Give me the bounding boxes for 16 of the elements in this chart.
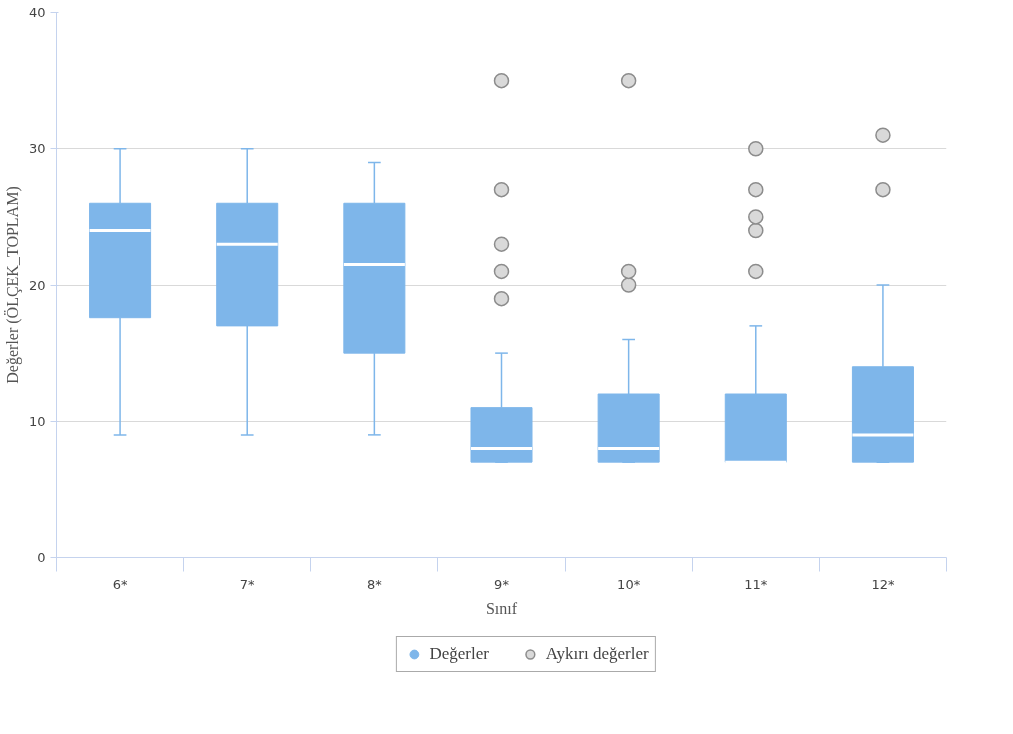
x-axis-title: Sınıf (485, 599, 518, 617)
x-tick-label: 11* (744, 576, 768, 592)
y-axis-title: Değerler (ÖLÇEK_TOPLAM) (3, 186, 22, 384)
x-tick-label: 12* (871, 576, 895, 592)
x-tick-label: 6* (112, 576, 128, 592)
x-tick-label: 7* (239, 576, 256, 592)
y-tick-label: 40 (28, 5, 46, 20)
y-tick-label: 20 (28, 277, 46, 293)
legend-label: Değerler (429, 644, 489, 664)
x-tick-label: 9* (494, 576, 510, 592)
x-tick-label: 10* (617, 576, 641, 592)
y-tick-label: 30 (28, 141, 46, 157)
x-tick-label: 8* (366, 576, 383, 592)
y-tick-label: 10 (28, 413, 46, 429)
y-tick-label: 0 (37, 550, 46, 565)
legend-label: Aykırı değerler (545, 644, 649, 664)
